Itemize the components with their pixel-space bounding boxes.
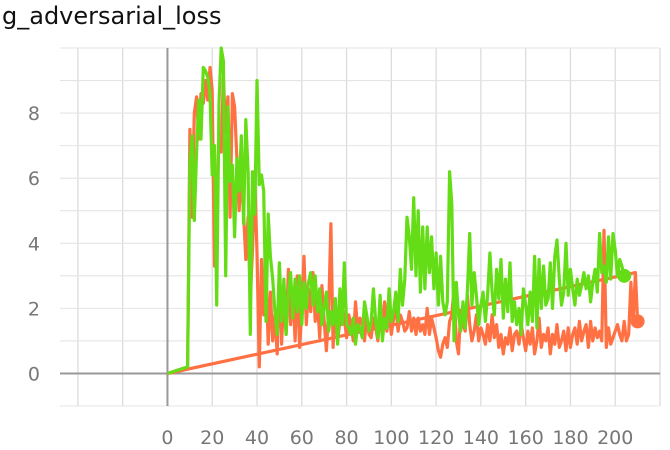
series-1 [167, 65, 645, 376]
chart-title: g_adversarial_loss [2, 2, 222, 30]
x-tick-label: 180 [552, 427, 588, 449]
x-tick-label: 80 [334, 427, 358, 449]
x-tick-label: 140 [463, 427, 499, 449]
x-tick-label: 20 [200, 427, 224, 449]
x-tick-label: 0 [161, 427, 173, 449]
series-2-line [167, 46, 626, 376]
y-tick-label: 0 [28, 363, 40, 385]
x-tick-label: 60 [290, 427, 314, 449]
tick-labels: 0 20 40 60 80 100 120 140 160 180 200 0 2 4 6 8 [28, 103, 633, 449]
x-tick-label: 120 [418, 427, 454, 449]
x-tick-label: 100 [373, 427, 409, 449]
axes [60, 48, 660, 406]
series-2 [167, 46, 632, 376]
y-tick-label: 4 [28, 233, 40, 255]
y-tick-label: 8 [28, 103, 40, 125]
series-2-end-marker [617, 268, 632, 283]
x-tick-label: 200 [597, 427, 633, 449]
x-tick-label: 160 [508, 427, 544, 449]
series-1-line [167, 65, 640, 376]
x-tick-label: 40 [245, 427, 269, 449]
grid [60, 47, 661, 407]
y-tick-label: 6 [28, 168, 40, 190]
series-layer [167, 46, 645, 376]
series-1-end-marker [630, 314, 645, 329]
y-tick-label: 2 [28, 298, 40, 320]
